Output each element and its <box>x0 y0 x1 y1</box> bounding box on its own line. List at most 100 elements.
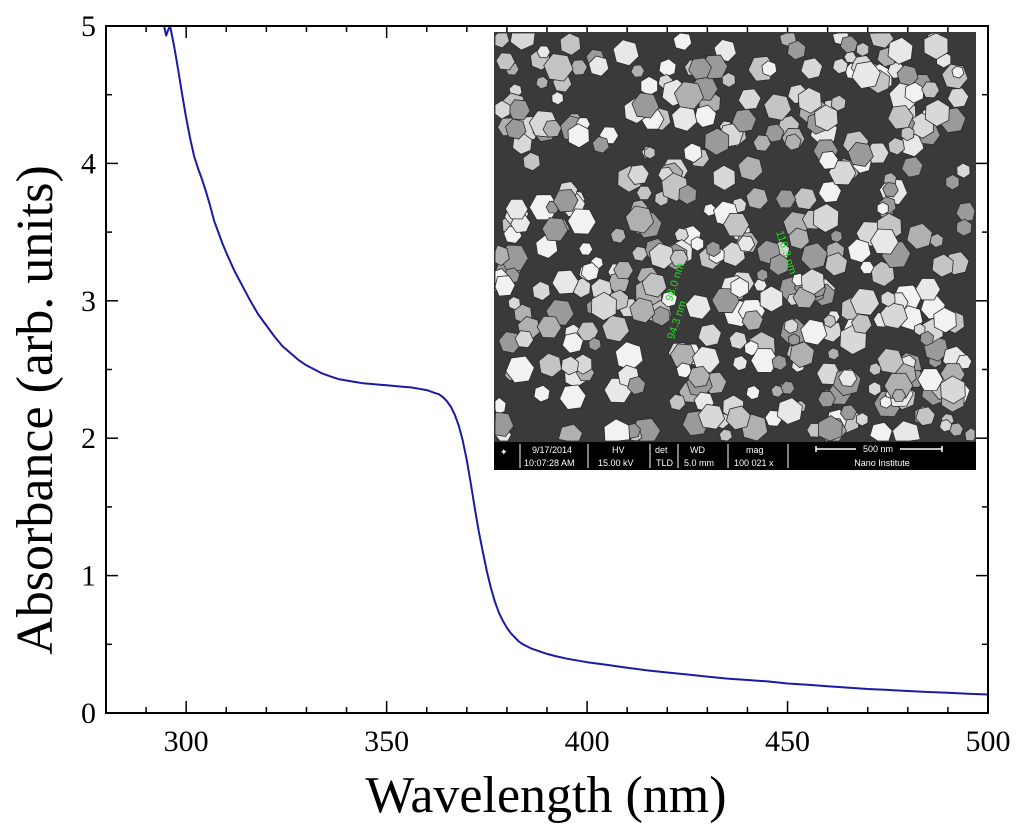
sem-grain <box>851 60 881 89</box>
sem-grain <box>725 405 751 431</box>
sem-grain <box>494 275 516 297</box>
x-axis-title: Wavelength (nm) <box>365 767 726 824</box>
sem-grain <box>613 261 634 280</box>
sem-grain <box>494 411 515 437</box>
sem-grain <box>728 330 748 350</box>
sem-grain <box>697 403 726 430</box>
y-tick-label: 1 <box>81 560 96 593</box>
sem-grain <box>718 428 733 442</box>
sem-grain <box>672 32 693 51</box>
sem-inset: 98.0 nm 94.3 nm 116.3 nm ✦ 9/17/2014 10:… <box>494 32 976 470</box>
sem-grain <box>629 297 656 324</box>
sem-grain <box>630 64 645 78</box>
sem-grain <box>876 201 889 216</box>
sem-grain <box>901 156 924 178</box>
sem-grain <box>588 337 602 352</box>
sem-grain <box>552 189 579 213</box>
sem-grain <box>917 368 944 392</box>
sem-grain <box>730 277 750 299</box>
sem-grain <box>839 35 859 54</box>
sem-grain <box>697 323 722 347</box>
sem-grain <box>818 180 842 203</box>
sem-grain <box>737 235 756 253</box>
sem-grain <box>578 242 594 256</box>
sem-grain <box>832 57 849 75</box>
sem-grain <box>531 280 551 301</box>
sem-grain <box>787 39 807 61</box>
sem-nanorod-grains <box>494 32 976 442</box>
sem-grain <box>784 133 802 151</box>
sem-grain <box>931 253 954 278</box>
sem-grain <box>823 314 837 328</box>
sem-grain <box>671 105 698 132</box>
sem-grain <box>509 32 536 51</box>
sem-grain <box>631 245 648 262</box>
sem-grain <box>940 375 966 405</box>
sem-mag-value: 100 021 x <box>734 458 774 468</box>
sem-grain <box>732 355 748 372</box>
sem-grain <box>830 94 847 112</box>
sem-grain <box>964 427 976 442</box>
sem-grain <box>603 418 631 442</box>
sem-grain <box>887 137 905 156</box>
plot-frame <box>105 25 989 714</box>
sem-grain <box>560 355 579 376</box>
sem-grain <box>507 296 521 311</box>
sem-grain <box>919 330 934 347</box>
sem-grain <box>673 81 704 110</box>
sem-grain <box>906 222 933 250</box>
sem-grain <box>625 205 655 234</box>
sem-grain <box>704 127 730 156</box>
sem-grain <box>855 412 869 427</box>
sem-grain <box>851 313 873 334</box>
sem-grain <box>669 249 689 267</box>
sem-grain <box>812 203 840 233</box>
sem-grain <box>744 340 759 357</box>
sem-grain <box>580 262 600 282</box>
sem-grain <box>711 288 740 314</box>
sem-grain <box>536 315 562 339</box>
sem-grain <box>505 355 535 384</box>
sem-grain <box>559 32 582 56</box>
sem-grain <box>745 385 761 401</box>
tick-labels: 300 350 400 450 500 0 1 2 3 4 5 <box>81 10 1011 758</box>
sem-grain <box>915 277 941 301</box>
sem-grain <box>535 75 549 90</box>
sem-grain <box>764 123 785 143</box>
x-tick-label: 300 <box>164 725 209 758</box>
sem-grain <box>891 389 907 402</box>
sem-grain <box>737 88 762 110</box>
sem-grain <box>641 272 668 298</box>
sem-grain <box>588 55 610 77</box>
sem-grain <box>859 260 875 275</box>
sem-grain <box>551 91 564 106</box>
sem-grain <box>636 185 653 201</box>
sem-grain <box>783 318 799 334</box>
sem-grain <box>687 365 711 388</box>
sem-wd-header: WD <box>690 445 705 455</box>
sem-grain <box>921 81 940 99</box>
sem-grain <box>750 348 779 373</box>
sem-grain <box>788 227 810 250</box>
sem-grain <box>818 150 839 170</box>
sem-grain <box>775 189 797 209</box>
sem-grain <box>505 118 527 140</box>
sem-grain <box>745 187 769 210</box>
sem-grain <box>882 182 899 198</box>
sem-grain <box>847 238 872 264</box>
sem-grain <box>771 354 788 371</box>
sem-grain <box>522 151 541 172</box>
sem-grain <box>640 75 659 97</box>
sem-grain <box>838 369 858 387</box>
sem-grain <box>780 380 796 395</box>
sem-grain <box>887 105 914 130</box>
sem-grain <box>683 142 703 163</box>
sem-wd-value: 5.0 mm <box>684 458 714 468</box>
sem-date: 9/17/2014 <box>532 445 572 455</box>
sem-mag-header: mag <box>746 445 764 455</box>
sem-grain <box>900 125 915 142</box>
y-tick-label: 0 <box>81 697 96 730</box>
sem-grain <box>797 87 822 114</box>
sem-grain <box>543 53 574 82</box>
